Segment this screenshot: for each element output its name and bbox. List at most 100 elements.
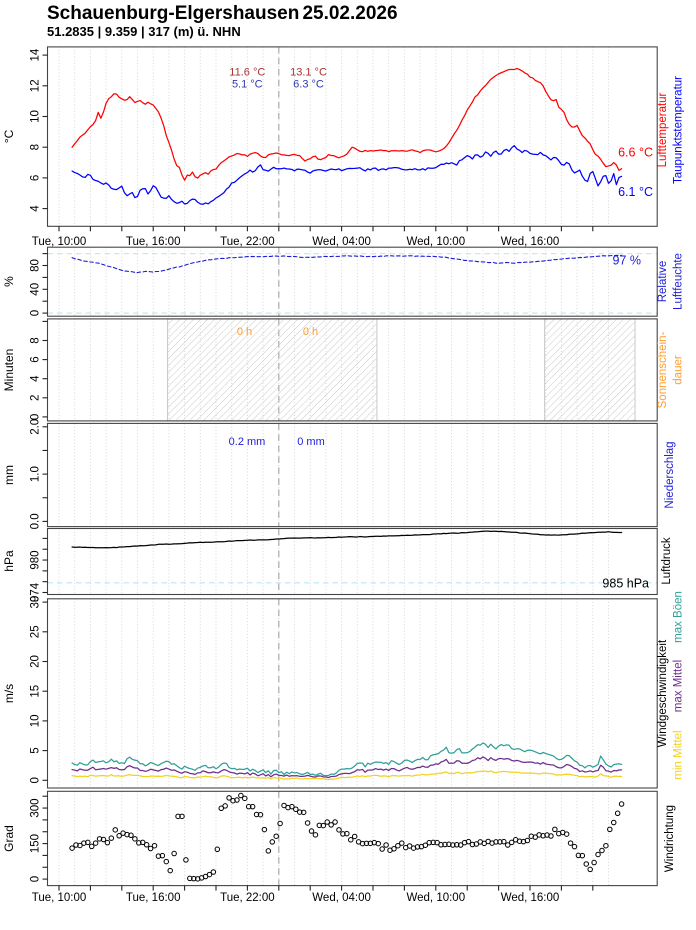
wind-direction-point [308,828,315,834]
wind-direction-point [112,827,119,833]
x-tick-label: Wed, 04:00 [312,236,371,248]
wind-direction-point [147,845,154,852]
wind-direction-point [414,844,421,850]
night-period-shading [166,318,378,422]
wind-direction-point [505,842,511,848]
wind-direction-point [92,840,99,846]
x-axis-lower: Tue, 10:00 Tue, 16:00 Tue, 22:00 Wed, 04:00… [32,885,594,904]
x-tick-label: Tue, 10:00 [32,236,87,248]
wind-direction-point [607,826,613,833]
wind-direction-point [171,850,177,857]
current-value-label: 97 % [613,254,642,268]
wind-direction-point [206,871,213,878]
x-tick-label: Tue, 22:00 [220,892,275,904]
station-title: Schauenburg-Elgershausen [47,3,300,24]
x-tick-label: Tue, 16:00 [126,236,181,248]
x-tick-label: Wed, 16:00 [501,892,560,904]
series-luftdruck [71,530,623,549]
wind-direction-point [571,843,578,850]
y-tick-label: 30 [30,596,42,609]
wind-direction-point [618,801,625,807]
wind-direction-point [351,833,358,840]
y-tick-label: 0.0 [30,513,42,529]
wind-direction-point [575,852,582,859]
y-tick-label: 5 [30,747,42,753]
series-min-mittel [71,770,623,781]
right-axis-label-relative: Relative [657,261,669,303]
wind-direction-point [159,852,166,859]
wind-direction-point [191,875,197,882]
y-tick-label: 974 [30,582,42,602]
wind-direction-point [77,842,83,849]
y-axis-unit-label: mm [2,465,16,485]
wind-direction-point [320,822,327,829]
daily-total-annotation: 0.2 mm [229,436,266,448]
y-tick-label: 25 [30,625,42,638]
wind-direction-point [88,843,95,850]
wind-direction-point [249,803,256,810]
x-axis-upper: Tue, 10:00 Tue, 16:00 Tue, 22:00 Wed, 04:00… [32,226,594,248]
wind-direction-point [116,833,122,839]
wind-direction-point [453,842,460,848]
y-tick-label: 0 [30,777,42,783]
y-axis-unit-label: Minuten [2,349,16,392]
wind-direction-point [293,806,299,812]
wind-direction-point [139,839,146,846]
wind-direction-point [100,836,107,843]
wind-direction-point [430,839,436,846]
wind-direction-point [442,841,448,848]
right-axis-label-max-mittel: max Mittel [673,660,685,712]
y-tick-label: 20 [30,655,42,668]
y-tick-label: 10 [30,715,42,728]
panel-frame [46,598,658,789]
y-axis-unit-label: % [2,276,16,287]
x-tick-label: Tue, 10:00 [32,892,87,904]
wind-direction-point [501,838,507,845]
wind-direction-point [300,809,307,816]
right-axis-label-windrichtung: Windrichtung [664,805,676,872]
wind-direction-point [257,811,264,818]
wind-direction-point [399,840,405,846]
wind-direction-point [316,822,323,829]
y-tick-label: 2.0 [30,419,42,435]
series-taupunktstemperatur [71,145,623,205]
wind-direction-point [348,837,354,843]
wind-direction-point [336,827,342,833]
wind-direction-point [614,810,621,817]
daily-min-annotation: 5.1 °C [232,79,263,91]
wind-direction-point [296,809,303,815]
wind-direction-point [143,842,150,848]
panel-frame [46,790,658,887]
wind-direction-point [516,838,523,844]
wind-direction-point [136,840,142,846]
panel-precipitation: 0.0 1.0 2.0 mm 0.2 mm 0 mm Niederschlag [2,419,676,530]
station-coordinates-subtitle: 51.2835 | 9.359 | 317 (m) ü. NHN [47,24,241,39]
panel-frame [46,318,658,422]
wind-direction-point [155,853,162,859]
wind-direction-point [383,842,389,848]
wind-direction-point [426,839,433,846]
daily-total-annotation: 0 h [303,326,318,338]
panel-temperature: 4 6 8 10 12 14 °C 11.6 °C5.1 °C 13.1 °C6.3 °C 6.6… [2,46,685,227]
wind-direction-point [167,867,173,874]
wind-direction-point [363,840,370,847]
wind-direction-point [359,840,366,847]
wind-direction-point [179,813,185,820]
panel-frame [46,246,658,317]
daily-max-annotation: 11.6 °C [229,67,265,79]
right-axis-label-luftfeuchte: Luftfeuchte [673,253,685,310]
wind-direction-point [73,842,79,848]
y-tick-label: 14 [30,48,42,61]
right-axis-label-niederschlag: Niederschlag [664,441,676,508]
x-tick-label: Wed, 04:00 [312,892,371,904]
y-tick-label: 80 [30,259,42,272]
right-axis-label-taupunktstemperatur: Taupunktstemperatur [673,76,685,184]
wind-direction-point [328,822,334,828]
daily-max-annotation: 13.1 °C [290,67,327,79]
wind-direction-point [304,820,311,826]
wind-direction-point [457,842,464,848]
panel-pressure: 974 980 hPa 985 hPa Luftdruck [2,527,673,602]
wind-direction-point [340,831,346,837]
wind-direction-point [261,826,268,833]
wind-direction-point [128,832,134,839]
